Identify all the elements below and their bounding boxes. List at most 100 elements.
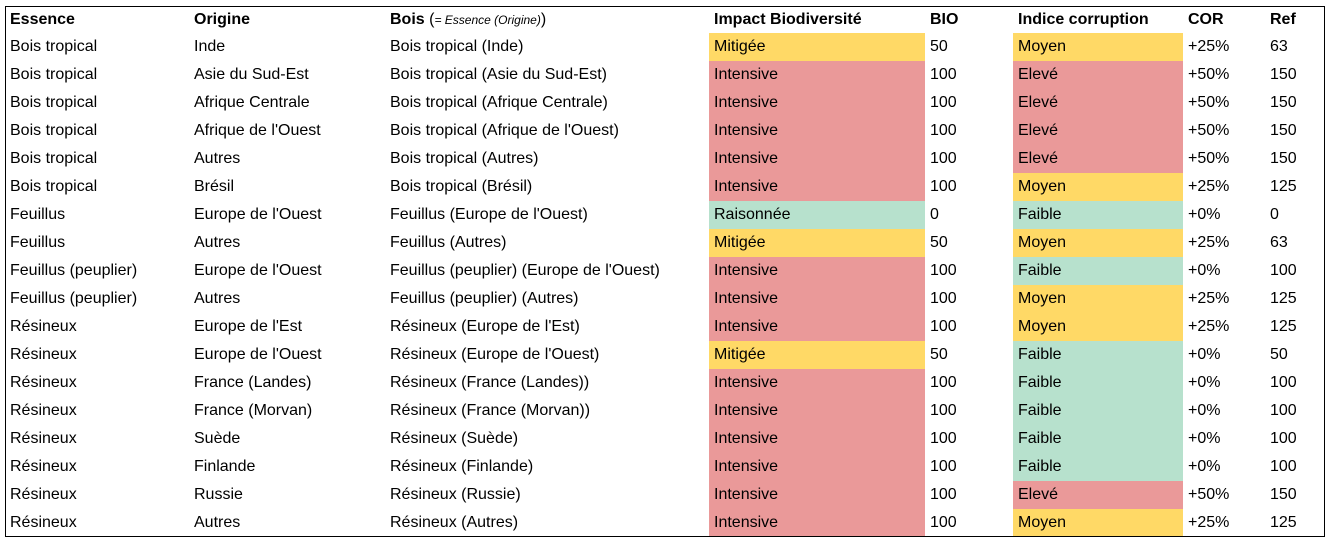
cell-ref[interactable]: 50 — [1270, 346, 1288, 363]
cell-impact[interactable]: Intensive — [709, 509, 925, 537]
cell-origine[interactable]: Afrique Centrale — [194, 94, 310, 111]
cell-cor[interactable]: +0% — [1188, 262, 1221, 279]
cell-impact[interactable]: Intensive — [709, 313, 925, 341]
cell-origine[interactable]: Autres — [194, 290, 241, 307]
cell-essence[interactable]: Résineux — [10, 514, 77, 531]
cell-ref[interactable]: 0 — [1270, 206, 1279, 223]
cell-essence[interactable]: Résineux — [10, 346, 77, 363]
cell-bio[interactable]: 100 — [930, 178, 957, 195]
cell-bois[interactable]: Feuillus (peuplier) (Europe de l'Ouest) — [390, 262, 660, 279]
cell-cor[interactable]: +50% — [1188, 66, 1230, 83]
cell-origine[interactable]: Russie — [194, 486, 243, 503]
cell-origine[interactable]: Finlande — [194, 458, 256, 475]
cell-ref[interactable]: 125 — [1270, 318, 1297, 335]
cell-essence[interactable]: Bois tropical — [10, 178, 98, 195]
cell-origine[interactable]: Suède — [194, 430, 241, 447]
cell-cor[interactable]: +50% — [1188, 486, 1230, 503]
cell-bio[interactable]: 100 — [930, 374, 957, 391]
cell-corruption[interactable]: Faible — [1013, 369, 1183, 397]
cell-essence[interactable]: Bois tropical — [10, 66, 98, 83]
cell-essence[interactable]: Feuillus — [10, 206, 66, 223]
header-corruption[interactable]: Indice corruption — [1018, 10, 1149, 28]
cell-bois[interactable]: Résineux (Europe de l'Ouest) — [390, 346, 600, 363]
cell-impact[interactable]: Intensive — [709, 425, 925, 453]
cell-bio[interactable]: 100 — [930, 290, 957, 307]
cell-ref[interactable]: 100 — [1270, 430, 1297, 447]
cell-ref[interactable]: 63 — [1270, 38, 1288, 55]
cell-origine[interactable]: France (Landes) — [194, 374, 312, 391]
cell-ref[interactable]: 100 — [1270, 374, 1297, 391]
cell-origine[interactable]: Afrique de l'Ouest — [194, 122, 321, 139]
cell-essence[interactable]: Feuillus — [10, 234, 66, 251]
cell-bois[interactable]: Feuillus (peuplier) (Autres) — [390, 290, 579, 307]
cell-essence[interactable]: Résineux — [10, 318, 77, 335]
cell-essence[interactable]: Bois tropical — [10, 122, 98, 139]
header-cor[interactable]: COR — [1188, 10, 1224, 28]
cell-impact[interactable]: Intensive — [709, 369, 925, 397]
cell-corruption[interactable]: Faible — [1013, 425, 1183, 453]
cell-corruption[interactable]: Faible — [1013, 397, 1183, 425]
cell-corruption[interactable]: Elevé — [1013, 145, 1183, 173]
cell-bois[interactable]: Bois tropical (Afrique de l'Ouest) — [390, 122, 619, 139]
cell-impact[interactable]: Mitigée — [709, 341, 925, 369]
cell-corruption[interactable]: Faible — [1013, 453, 1183, 481]
cell-corruption[interactable]: Faible — [1013, 201, 1183, 229]
cell-ref[interactable]: 125 — [1270, 514, 1297, 531]
cell-bois[interactable]: Résineux (Russie) — [390, 486, 521, 503]
cell-bois[interactable]: Bois tropical (Brésil) — [390, 178, 533, 195]
cell-origine[interactable]: Asie du Sud-Est — [194, 66, 309, 83]
cell-bio[interactable]: 100 — [930, 402, 957, 419]
cell-ref[interactable]: 150 — [1270, 122, 1297, 139]
cell-cor[interactable]: +25% — [1188, 178, 1230, 195]
cell-ref[interactable]: 100 — [1270, 458, 1297, 475]
cell-bio[interactable]: 100 — [930, 514, 957, 531]
cell-essence[interactable]: Feuillus (peuplier) — [10, 290, 138, 307]
cell-corruption[interactable]: Moyen — [1013, 313, 1183, 341]
cell-impact[interactable]: Intensive — [709, 285, 925, 313]
cell-bois[interactable]: Résineux (Finlande) — [390, 458, 534, 475]
cell-essence[interactable]: Feuillus (peuplier) — [10, 262, 138, 279]
cell-essence[interactable]: Résineux — [10, 374, 77, 391]
cell-origine[interactable]: Autres — [194, 514, 241, 531]
cell-bois[interactable]: Résineux (France (Landes)) — [390, 374, 590, 391]
cell-impact[interactable]: Intensive — [709, 89, 925, 117]
cell-impact[interactable]: Mitigée — [709, 229, 925, 257]
cell-bois[interactable]: Résineux (Europe de l'Est) — [390, 318, 580, 335]
cell-ref[interactable]: 150 — [1270, 66, 1297, 83]
cell-cor[interactable]: +0% — [1188, 430, 1221, 447]
header-bois[interactable]: Bois (= Essence (Origine)) — [385, 6, 709, 33]
cell-ref[interactable]: 100 — [1270, 262, 1297, 279]
header-ref[interactable]: Ref — [1270, 10, 1296, 28]
cell-bois[interactable]: Bois tropical (Afrique Centrale) — [390, 94, 608, 111]
cell-bois[interactable]: Résineux (Autres) — [390, 514, 519, 531]
cell-essence[interactable]: Bois tropical — [10, 38, 98, 55]
cell-bio[interactable]: 100 — [930, 122, 957, 139]
cell-impact[interactable]: Intensive — [709, 481, 925, 509]
cell-bois[interactable]: Résineux (Suède) — [390, 430, 519, 447]
cell-cor[interactable]: +50% — [1188, 150, 1230, 167]
cell-bois[interactable]: Bois tropical (Inde) — [390, 38, 524, 55]
cell-impact[interactable]: Intensive — [709, 453, 925, 481]
cell-bio[interactable]: 100 — [930, 430, 957, 447]
cell-corruption[interactable]: Moyen — [1013, 33, 1183, 61]
cell-cor[interactable]: +0% — [1188, 206, 1221, 223]
cell-cor[interactable]: +25% — [1188, 38, 1230, 55]
cell-ref[interactable]: 100 — [1270, 402, 1297, 419]
cell-essence[interactable]: Résineux — [10, 486, 77, 503]
cell-origine[interactable]: Autres — [194, 234, 241, 251]
cell-ref[interactable]: 150 — [1270, 150, 1297, 167]
cell-bio[interactable]: 50 — [930, 38, 948, 55]
cell-essence[interactable]: Résineux — [10, 458, 77, 475]
cell-origine[interactable]: Europe de l'Ouest — [194, 346, 322, 363]
cell-essence[interactable]: Bois tropical — [10, 150, 98, 167]
cell-cor[interactable]: +25% — [1188, 234, 1230, 251]
cell-ref[interactable]: 150 — [1270, 94, 1297, 111]
cell-origine[interactable]: France (Morvan) — [194, 402, 313, 419]
cell-cor[interactable]: +25% — [1188, 514, 1230, 531]
cell-bois[interactable]: Résineux (France (Morvan)) — [390, 402, 591, 419]
header-impact[interactable]: Impact Biodiversité — [714, 10, 862, 28]
cell-essence[interactable]: Bois tropical — [10, 94, 98, 111]
cell-impact[interactable]: Intensive — [709, 117, 925, 145]
cell-corruption[interactable]: Moyen — [1013, 285, 1183, 313]
cell-corruption[interactable]: Moyen — [1013, 509, 1183, 537]
